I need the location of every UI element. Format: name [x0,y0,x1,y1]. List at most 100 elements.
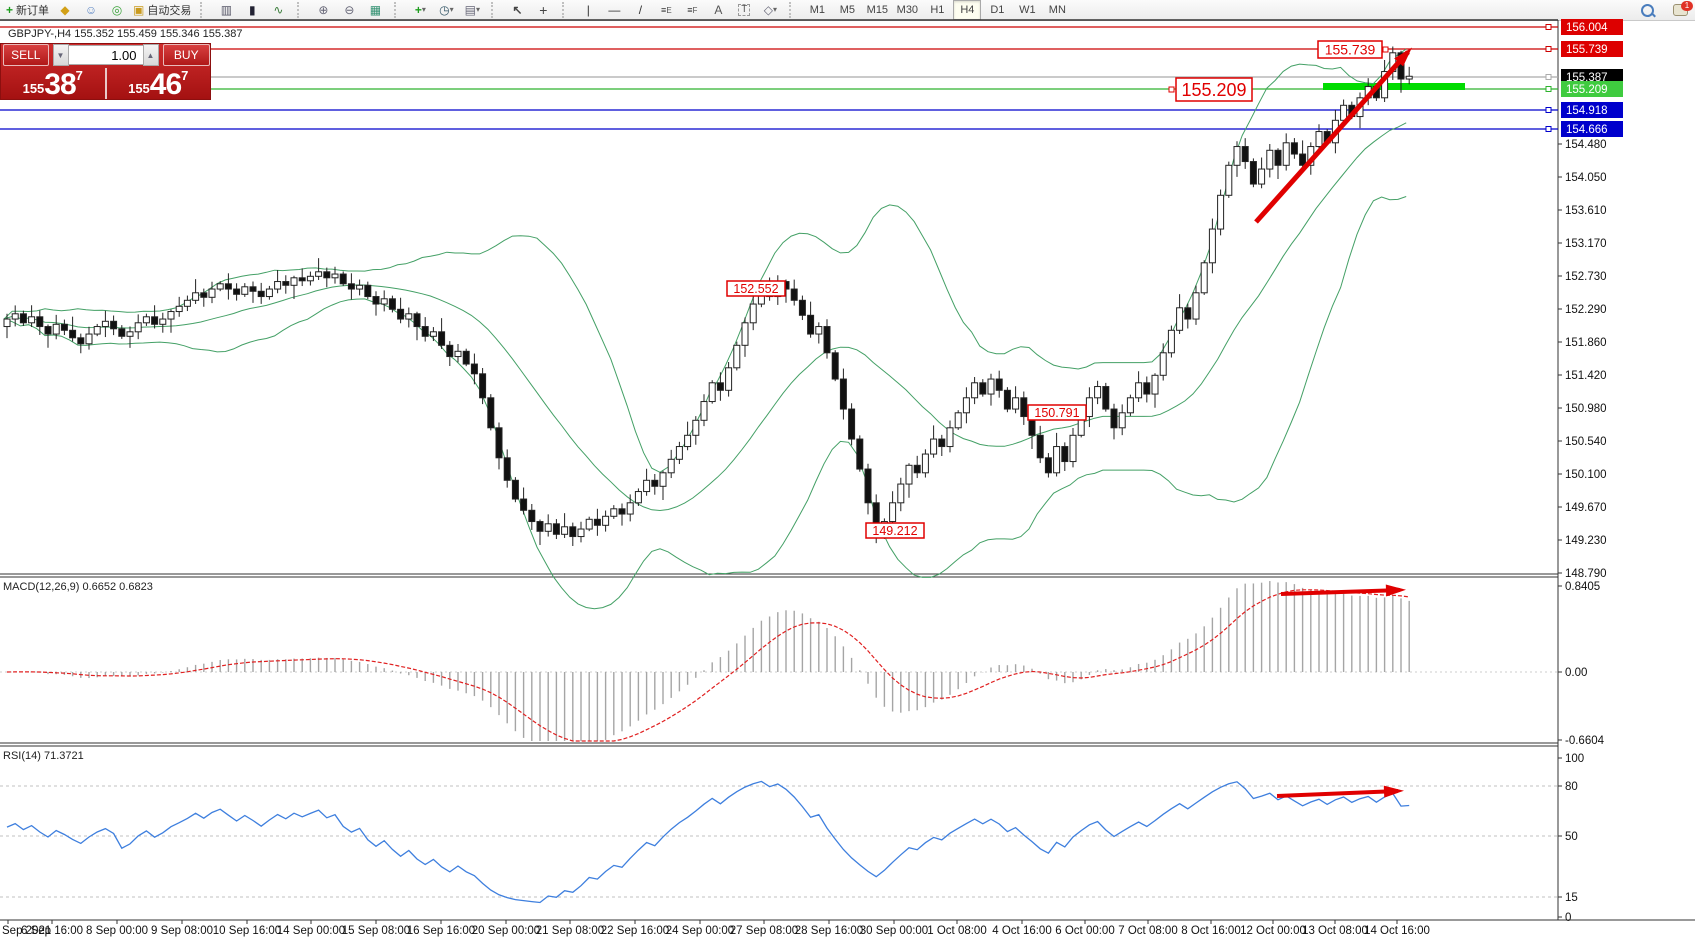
indicators-button[interactable]: + ▾ [407,0,433,20]
text-label-tool-button[interactable]: T [731,0,757,20]
time-tick-label[interactable]: 6 Sep 16:00 [21,925,83,937]
price-tag-149.212[interactable] [865,522,925,539]
rsi-arrow-head[interactable] [1383,785,1404,798]
horizontal-line-tool-button[interactable]: — [601,0,627,20]
timeframe-button-M30[interactable]: M30 [896,4,919,16]
signals-button[interactable]: ◎ [104,0,130,20]
price-line-anchor[interactable] [1545,126,1552,132]
time-tick-label[interactable]: 15 Sep 08:00 [342,925,410,937]
time-tick-label[interactable]: 6 Oct 00:00 [1055,925,1114,937]
timeframe-button-M1[interactable]: M1 [809,4,825,16]
time-tick-label[interactable]: 20 Sep 00:00 [472,925,540,937]
candle-body [1118,412,1126,429]
volume-increase-button[interactable]: ▲ [142,44,159,66]
buy-price-prefix: 155 [128,81,150,96]
candle-body [848,408,856,440]
cursor-tool-button[interactable]: ↖ [504,0,530,20]
green-highlight-bar[interactable] [1323,83,1465,90]
macd-arrow-head[interactable] [1385,584,1406,597]
equidistant-channel-icon: ≡ [661,4,667,15]
time-tick-label[interactable]: 10 Sep 16:00 [213,925,281,937]
time-tick-label[interactable]: 21 Sep 08:00 [536,925,604,937]
price-tick-label: 151.420 [1565,370,1607,382]
buy-button[interactable]: BUY [162,44,210,66]
text-tool-button[interactable]: A [705,0,731,20]
macd-arrow[interactable] [1280,588,1401,596]
bar-chart-button[interactable]: ▥ [213,0,239,20]
sell-price-quote[interactable]: 155 38 7 [1,66,105,101]
time-tick-label[interactable]: 9 Sep 08:00 [151,925,213,937]
candle-body [1061,446,1069,463]
auto-trading-button[interactable]: ▣ 自动交易 [130,0,194,20]
candle-body [561,526,569,535]
search-icon [1640,3,1654,17]
tile-windows-button[interactable]: ▦ [362,0,388,20]
line-chart-button[interactable]: ∿ [265,0,291,20]
shapes-tool-button[interactable]: ◇ ▾ [757,0,783,20]
time-tick-label[interactable]: 8 Sep 00:00 [86,925,148,937]
price-tag-anchor[interactable] [1168,86,1175,93]
time-tick-label[interactable]: 13 Oct 08:00 [1302,925,1368,937]
price-line-anchor[interactable] [1545,86,1552,92]
price-line-anchor[interactable] [1545,46,1552,52]
trend-arrow-head[interactable] [1394,47,1412,67]
price-tag-150.791[interactable] [1027,404,1087,421]
volume-input[interactable]: 1.00 [68,45,143,65]
price-tag-155.209[interactable] [1175,77,1253,102]
time-tick-label[interactable]: 1 Oct 08:00 [927,925,986,937]
timeframe-button-M15[interactable]: M15 [866,4,889,16]
candle-body [159,318,167,325]
timeframe-button-MN[interactable]: MN [1048,4,1066,16]
price-tag-155.739[interactable] [1317,40,1383,59]
styles-bucket-button[interactable]: ◆ [52,0,78,20]
rsi-arrow[interactable] [1276,789,1399,798]
search-button[interactable] [1634,0,1660,20]
crosshair-tool-button[interactable]: + [530,0,556,20]
time-tick-label[interactable]: 28 Sep 16:00 [795,925,863,937]
volume-decrease-button[interactable]: ▼ [52,44,69,66]
time-tick-label[interactable]: 27 Sep 08:00 [730,925,798,937]
price-line-anchor[interactable] [1545,74,1552,80]
bollinger-middle-band [3,122,1407,512]
candlestick-chart-button[interactable]: ▮ [239,0,265,20]
candle-body [741,322,749,346]
time-tick-label[interactable]: 7 Oct 08:00 [1118,925,1177,937]
sell-button[interactable]: SELL [3,44,49,66]
new-order-button[interactable]: + 新订单 [3,0,52,20]
time-tick-label[interactable]: 16 Sep 16:00 [407,925,475,937]
price-tag-152.552[interactable] [726,280,786,297]
period-button[interactable]: ◷ ▾ [433,0,459,20]
price-tick-label: 150.100 [1565,469,1607,481]
time-tick-label[interactable]: 14 Sep 00:00 [277,925,345,937]
price-tag-anchor[interactable] [1382,46,1389,53]
zoom-in-button[interactable]: ⊕ [310,0,336,20]
timeframe-button-H1[interactable]: H1 [930,4,945,16]
time-tick-label[interactable]: Sep 2021 [2,925,51,937]
time-tick-label[interactable]: 12 Oct 00:00 [1240,925,1306,937]
time-tick-label[interactable]: 24 Sep 00:00 [666,925,734,937]
time-tick-label[interactable]: 4 Oct 16:00 [992,925,1051,937]
chat-button[interactable]: 1 [1660,0,1693,20]
trendline-tool-button[interactable]: / [627,0,653,20]
timeframe-button-D1[interactable]: D1 [990,4,1005,16]
zoom-out-button[interactable]: ⊖ [336,0,362,20]
time-tick-label[interactable]: 30 Sep 00:00 [860,925,928,937]
price-tick-label: 153.170 [1565,238,1607,250]
price-line-anchor[interactable] [1545,24,1552,30]
vertical-line-tool-button[interactable]: | [575,0,601,20]
time-tick-label[interactable]: 14 Oct 16:00 [1364,925,1430,937]
candle-body [815,326,823,335]
price-line-anchor[interactable] [1545,107,1552,113]
time-tick-label[interactable]: 8 Oct 16:00 [1181,925,1240,937]
profile-button[interactable]: ☺ [78,0,104,20]
templates-button[interactable]: ▤ ▾ [459,0,485,20]
timeframe-button-W1[interactable]: W1 [1019,4,1036,16]
buy-price-quote[interactable]: 155 46 7 [107,66,211,101]
channel-tool-button[interactable]: ≡ E [653,0,679,20]
trend-arrow[interactable] [1254,50,1410,224]
time-tick-label[interactable]: 22 Sep 16:00 [601,925,669,937]
candle-body [577,528,585,538]
fibonacci-tool-button[interactable]: ≡ F [679,0,705,20]
timeframe-button-M5[interactable]: M5 [839,4,855,16]
